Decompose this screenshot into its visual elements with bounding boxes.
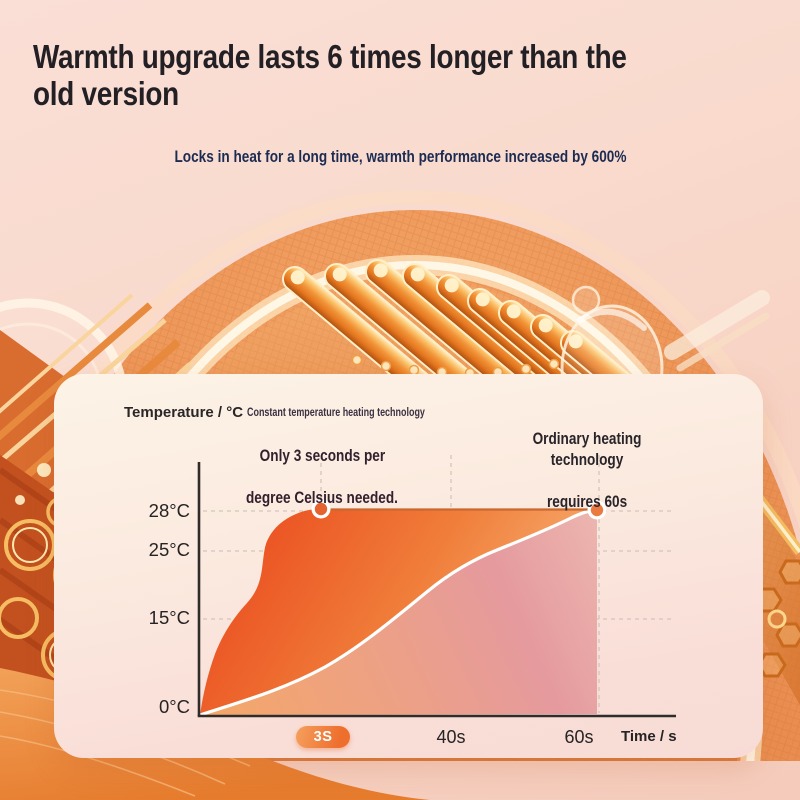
- marker-60s: [587, 500, 607, 520]
- series-slow-area: [200, 510, 597, 715]
- page-title: Warmth upgrade lasts 6 times longer than…: [33, 38, 726, 112]
- title-line-2: old version: [33, 75, 179, 112]
- y-tick-15: 15°C: [148, 607, 190, 628]
- x-axis-title: Time / s: [621, 728, 677, 745]
- y-axis-title: Temperature / °C: [124, 404, 244, 421]
- series2-callout: Ordinary heating technology requires 60s: [532, 429, 642, 511]
- x-tick-40s: 40s: [436, 727, 466, 747]
- title-line-1: Warmth upgrade lasts 6 times longer than…: [33, 38, 627, 75]
- series-slow-curve-stroke: [198, 508, 599, 717]
- series1-tag: Constant temperature heating technology: [247, 407, 425, 419]
- marker-3s: [311, 499, 331, 519]
- y-tick-0: 0°C: [158, 696, 190, 717]
- page-subtitle: Locks in heat for a long time, warmth pe…: [174, 147, 626, 166]
- axes: [197, 462, 676, 718]
- series-fast-area: [200, 509, 597, 715]
- x-tick-60s: 60s: [564, 727, 594, 747]
- x-tick-badge-3s: 3S: [296, 726, 350, 748]
- y-tick-28: 28°C: [148, 500, 190, 521]
- series1-callout: Only 3 seconds per degree Celsius needed…: [246, 446, 398, 507]
- y-tick-25: 25°C: [148, 539, 190, 560]
- cream-streaks-top-right: [664, 290, 770, 372]
